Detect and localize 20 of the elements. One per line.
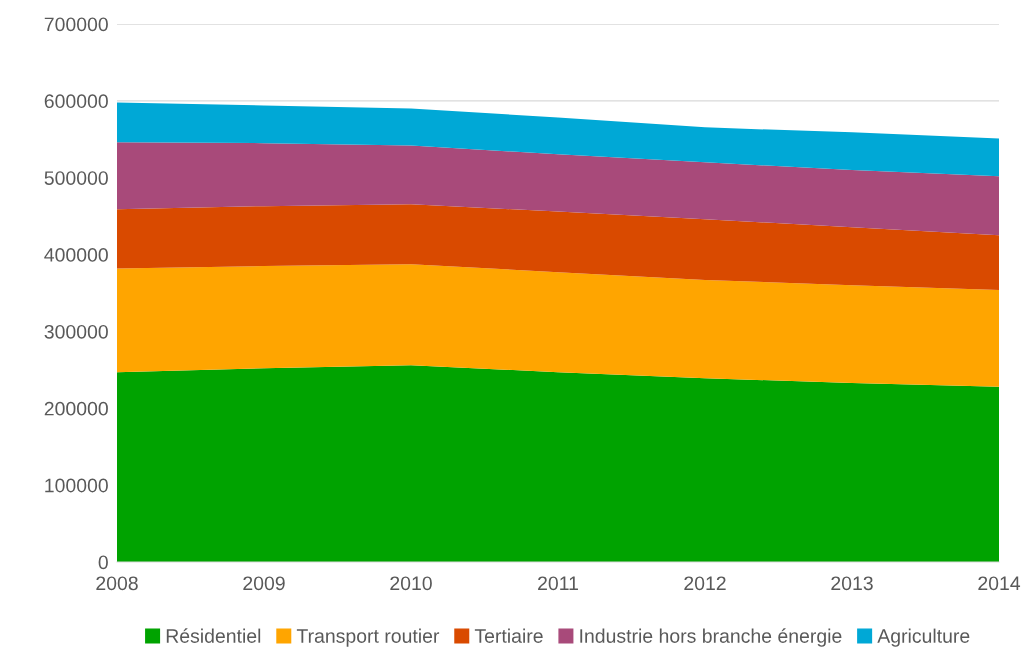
- y-tick-label: 300000: [44, 324, 108, 339]
- y-tick-label: 100000: [45, 478, 108, 493]
- x-tick-label: 2008: [96, 576, 138, 591]
- y-tick-label: 200000: [44, 401, 108, 416]
- y-tick-label: 600000: [44, 94, 108, 109]
- legend-label: Transport routier: [296, 628, 440, 647]
- legend-label: Industrie hors branche énergie: [580, 628, 842, 647]
- y-tick-label: 500000: [44, 171, 108, 185]
- y-tick-label: 400000: [44, 248, 108, 262]
- legend-label: Tertiaire: [474, 628, 543, 643]
- x-tick-label: 2012: [684, 576, 726, 591]
- x-tick-label: 2010: [390, 576, 432, 591]
- x-tick-label: 2013: [831, 576, 873, 591]
- legend-label: Agriculture: [877, 628, 970, 647]
- y-tick-label: 0: [98, 555, 108, 570]
- x-tick-label: 2014: [978, 576, 1021, 591]
- y-tick-label: 700000: [44, 17, 108, 32]
- x-tick-label: 2011: [538, 576, 578, 591]
- x-tick-label: 2009: [243, 576, 285, 591]
- legend-label: Résidentiel: [166, 628, 261, 643]
